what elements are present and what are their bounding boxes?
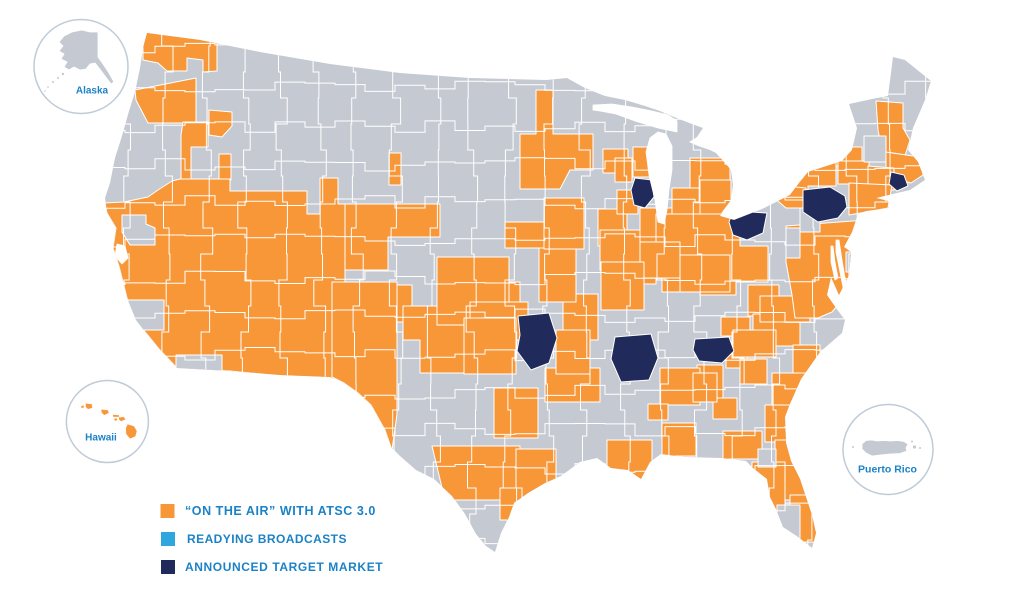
svg-text:Hawaii: Hawaii	[85, 433, 117, 444]
svg-text:“ON THE AIR” WITH ATSC 3.0: “ON THE AIR” WITH ATSC 3.0	[185, 504, 376, 518]
svg-text:READYING BROADCASTS: READYING BROADCASTS	[187, 532, 347, 546]
svg-text:Puerto Rico: Puerto Rico	[858, 464, 917, 476]
svg-text:Alaska: Alaska	[76, 86, 109, 97]
svg-text:ANNOUNCED TARGET MARKET: ANNOUNCED TARGET MARKET	[185, 560, 383, 574]
